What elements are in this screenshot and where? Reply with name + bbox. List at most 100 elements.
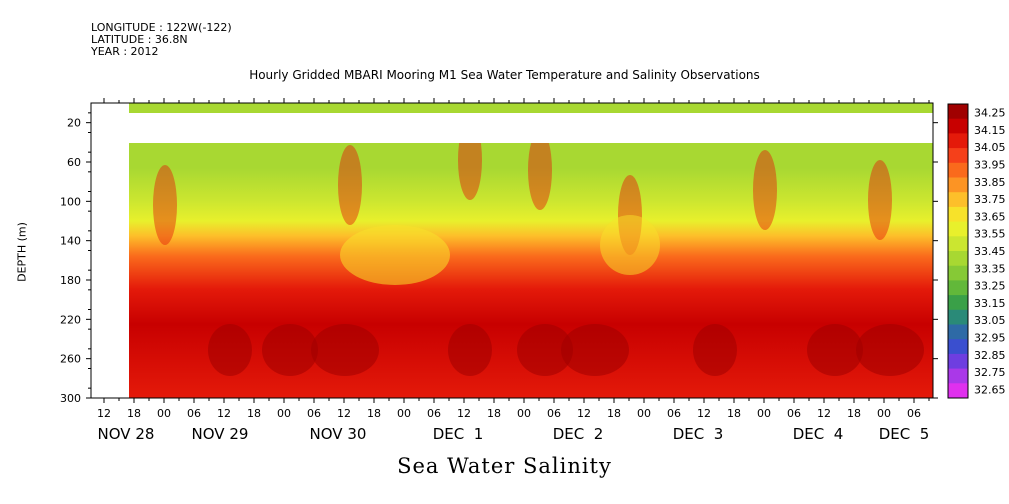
x-hour-label: 12 bbox=[817, 407, 831, 420]
x-hour-label: 06 bbox=[787, 407, 801, 420]
x-hour-label: 18 bbox=[487, 407, 501, 420]
y-axis: 20 60 100 140 180 220 260 300 bbox=[60, 112, 938, 405]
colorbar-label: 33.65 bbox=[974, 210, 1006, 223]
x-hour-label: 06 bbox=[907, 407, 921, 420]
salinity-max-core bbox=[693, 324, 737, 376]
x-hour-label: 12 bbox=[217, 407, 231, 420]
x-hour-label: 12 bbox=[697, 407, 711, 420]
x-day-label: DEC 1 bbox=[433, 425, 484, 443]
x-hour-label: 06 bbox=[427, 407, 441, 420]
salinity-max-core bbox=[856, 324, 924, 376]
x-hour-label: 00 bbox=[517, 407, 531, 420]
x-hour-label: 00 bbox=[877, 407, 891, 420]
colorbar-label: 33.25 bbox=[974, 280, 1006, 293]
x-day-label: NOV 29 bbox=[192, 425, 249, 443]
colorbar-label: 32.95 bbox=[974, 331, 1006, 344]
x-hour-label: 18 bbox=[607, 407, 621, 420]
colorbar-label: 33.05 bbox=[974, 314, 1006, 327]
gap-band bbox=[129, 113, 933, 143]
x-hour-label: 12 bbox=[97, 407, 111, 420]
colorbar-label: 32.65 bbox=[974, 383, 1006, 396]
colorbar-label: 33.95 bbox=[974, 159, 1006, 172]
x-hour-label: 00 bbox=[277, 407, 291, 420]
salinity-max-core bbox=[561, 324, 629, 376]
x-hour-label: 18 bbox=[367, 407, 381, 420]
colorbar-label: 33.15 bbox=[974, 297, 1006, 310]
x-hour-label: 18 bbox=[247, 407, 261, 420]
x-hour-label: 12 bbox=[577, 407, 591, 420]
colorbar-label: 33.45 bbox=[974, 245, 1006, 258]
x-axis: 12 18 00 06 12 18 00 06 12 18 00 06 12 18 00 06 12 18 00 06… bbox=[97, 98, 930, 443]
y-tick-label: 180 bbox=[60, 274, 81, 287]
colorbar-frame bbox=[947, 103, 969, 399]
x-day-label: DEC 2 bbox=[553, 425, 604, 443]
chart-title: Hourly Gridded MBARI Mooring M1 Sea Wate… bbox=[249, 68, 760, 82]
colorbar-swatch bbox=[948, 162, 968, 178]
colorbar-label: 32.75 bbox=[974, 366, 1006, 379]
x-hour-label: 06 bbox=[547, 407, 561, 420]
salinity-max-core bbox=[262, 324, 318, 376]
x-hour-label: 18 bbox=[847, 407, 861, 420]
colorbar-swatch bbox=[948, 383, 968, 399]
x-hour-label: 06 bbox=[667, 407, 681, 420]
plot-area bbox=[90, 102, 934, 399]
colorbar-label: 33.75 bbox=[974, 193, 1006, 206]
x-hour-label: 06 bbox=[187, 407, 201, 420]
y-tick-label: 220 bbox=[60, 313, 81, 326]
colorbar-swatch bbox=[948, 280, 968, 296]
latitude-label: LATITUDE : 36.8N bbox=[91, 33, 188, 46]
colorbar-swatch bbox=[948, 148, 968, 164]
low-salinity-intrusion bbox=[340, 225, 450, 285]
colorbar-label: 34.15 bbox=[974, 124, 1006, 137]
y-tick-label: 60 bbox=[67, 156, 81, 169]
colorbar-label: 33.85 bbox=[974, 176, 1006, 189]
colorbar-label: 32.85 bbox=[974, 349, 1006, 362]
salinity-plume bbox=[868, 160, 892, 240]
colorbar-swatch bbox=[948, 236, 968, 252]
colorbar-swatch bbox=[948, 353, 968, 370]
salinity-max-core bbox=[807, 324, 863, 376]
colorbar-swatch bbox=[948, 324, 968, 340]
x-hour-label: 00 bbox=[397, 407, 411, 420]
colorbar-swatch bbox=[948, 221, 968, 237]
y-tick-label: 260 bbox=[60, 353, 81, 366]
x-day-label: DEC 3 bbox=[673, 425, 724, 443]
contour-features bbox=[129, 103, 933, 376]
colorbar-swatch bbox=[948, 251, 968, 267]
x-hour-label: 18 bbox=[127, 407, 141, 420]
longitude-label: LONGITUDE : 122W(-122) bbox=[91, 21, 232, 34]
year-label: YEAR : 2012 bbox=[91, 45, 159, 58]
salinity-max-core bbox=[311, 324, 379, 376]
x-hour-label: 00 bbox=[637, 407, 651, 420]
colorbar-swatch bbox=[948, 192, 968, 208]
colorbar-swatch bbox=[948, 133, 968, 149]
surface-layer bbox=[129, 103, 933, 113]
colorbar-swatch bbox=[948, 309, 968, 325]
y-tick-label: 100 bbox=[60, 195, 81, 208]
x-axis-caption: Sea Water Salinity bbox=[397, 454, 612, 478]
y-tick-label: 140 bbox=[60, 235, 81, 248]
x-hour-label: 12 bbox=[337, 407, 351, 420]
x-day-label: NOV 28 bbox=[98, 425, 155, 443]
colorbar: 34.25 34.15 34.05 33.95 33.85 33.75 33.65 33.55… bbox=[947, 103, 1006, 399]
station-info: LONGITUDE : 122W(-122) LATITUDE : 36.8N … bbox=[91, 22, 232, 58]
x-day-label: DEC 4 bbox=[793, 425, 844, 443]
salinity-plume bbox=[338, 145, 362, 225]
salinity-plume bbox=[528, 130, 552, 210]
colorbar-label: 33.55 bbox=[974, 228, 1006, 241]
colorbar-swatch bbox=[948, 104, 968, 120]
salinity-max-core bbox=[448, 324, 492, 376]
colorbar-swatch bbox=[948, 206, 968, 223]
colorbar-swatch bbox=[948, 265, 968, 281]
salinity-max-core bbox=[208, 324, 252, 376]
colorbar-swatch bbox=[948, 177, 968, 193]
y-tick-label: 20 bbox=[67, 117, 81, 130]
x-hour-label: 18 bbox=[727, 407, 741, 420]
colorbar-label: 34.25 bbox=[974, 107, 1006, 120]
colorbar-label: 33.35 bbox=[974, 262, 1006, 275]
colorbar-swatch bbox=[948, 339, 968, 355]
colorbar-swatch bbox=[948, 295, 968, 311]
salinity-max-core bbox=[517, 324, 573, 376]
y-tick-label: 300 bbox=[60, 392, 81, 405]
